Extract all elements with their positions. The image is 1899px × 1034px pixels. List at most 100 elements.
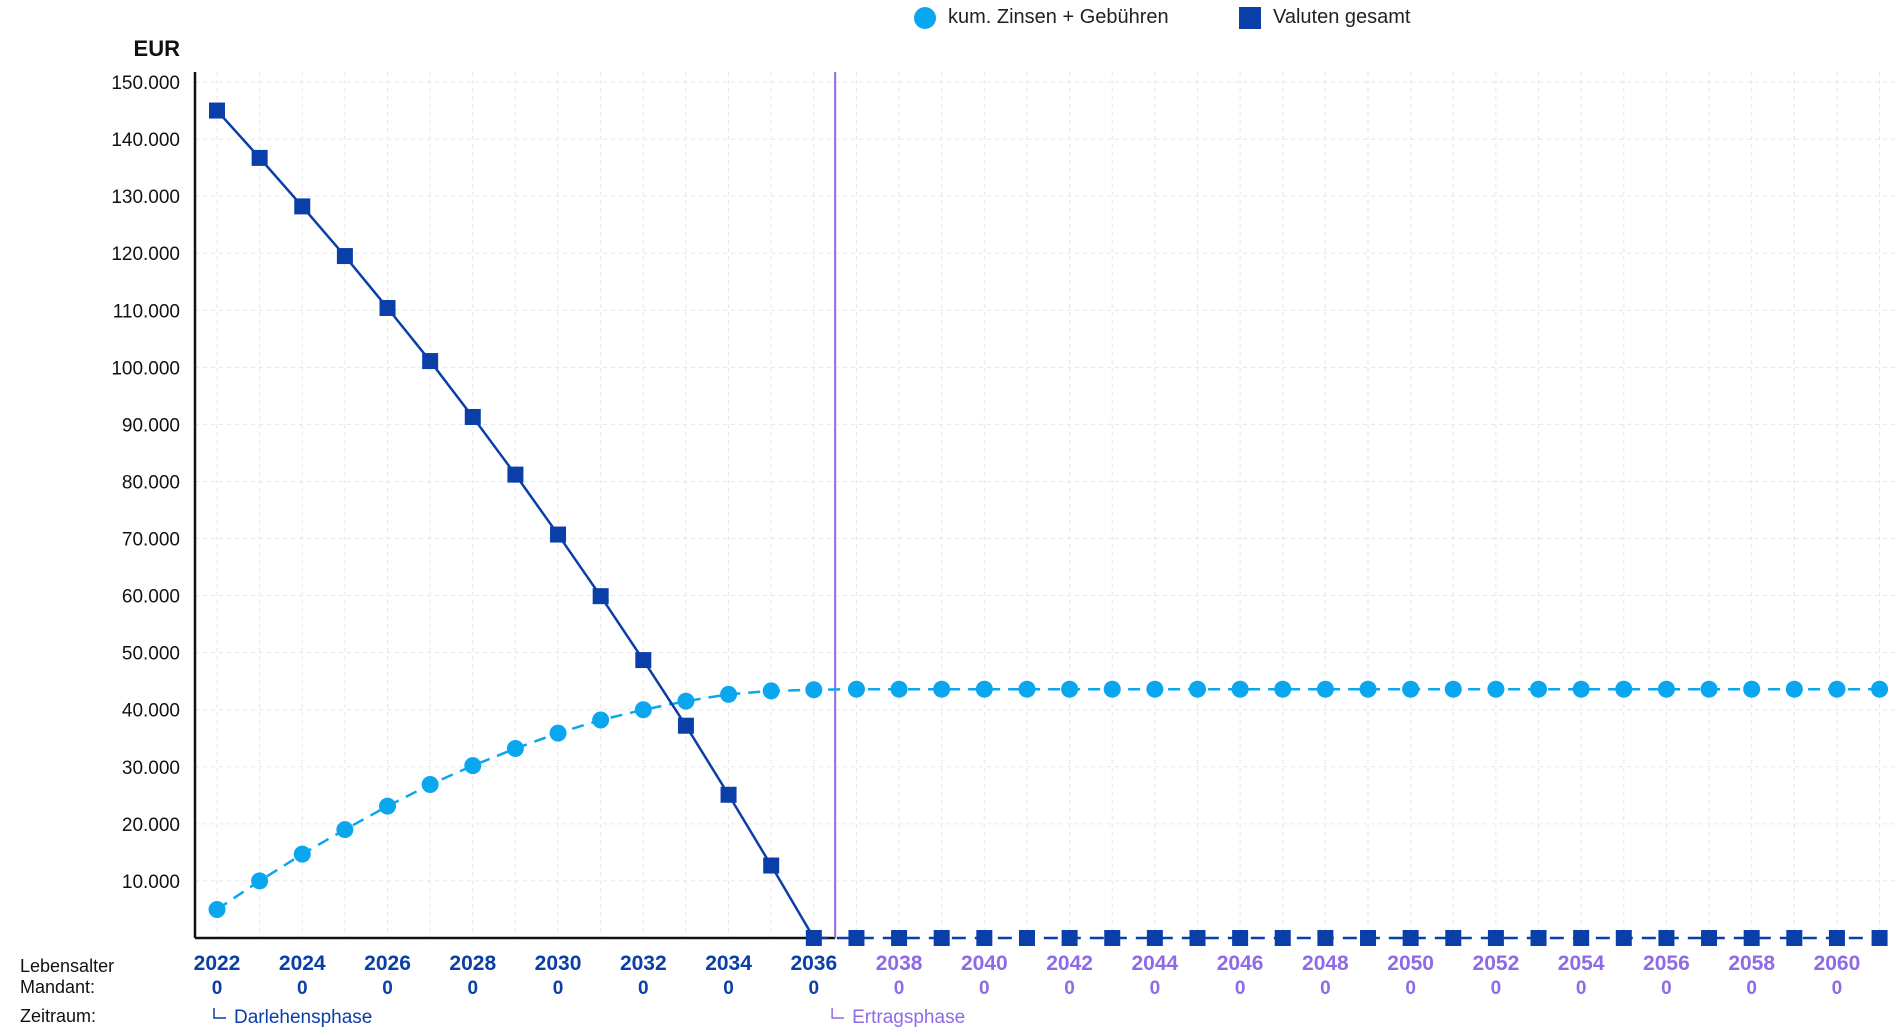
data-point-valuten [1317, 930, 1334, 946]
data-point-valuten [1701, 930, 1718, 946]
data-point-interest [1103, 680, 1121, 698]
data-point-valuten [1743, 930, 1760, 946]
data-point-interest [805, 681, 823, 699]
x-tick-label: 2046 [1217, 952, 1264, 975]
legend-item-valuten[interactable]: Valuten gesamt [1239, 6, 1411, 29]
x-tick-label: 2060 [1814, 952, 1861, 975]
data-point-valuten [848, 930, 865, 946]
x-tick-label: 2040 [961, 952, 1008, 975]
data-point-valuten [1573, 930, 1590, 946]
data-point-interest [464, 757, 482, 775]
phase-label: Ertragsphase [852, 1007, 965, 1028]
age-label: 0 [1320, 978, 1331, 999]
data-point-interest [933, 680, 951, 698]
y-tick-label: 20.000 [122, 815, 180, 836]
y-tick-label: 140.000 [111, 130, 180, 151]
phase-bracket-icon [213, 1008, 226, 1019]
data-point-valuten [251, 149, 268, 166]
data-point-interest [1061, 680, 1079, 698]
data-point-valuten [763, 857, 780, 874]
data-point-valuten [550, 526, 567, 543]
x-tick-label: 2044 [1132, 952, 1179, 975]
data-point-valuten [1445, 930, 1462, 946]
age-label: 0 [467, 978, 478, 999]
data-point-interest [1828, 680, 1846, 698]
data-point-valuten [976, 930, 993, 946]
data-point-valuten [933, 930, 950, 946]
data-point-interest [890, 680, 908, 698]
data-point-valuten [1871, 930, 1888, 946]
data-point-interest [1274, 680, 1292, 698]
data-point-interest [1743, 680, 1761, 698]
y-tick-label: 150.000 [111, 73, 180, 94]
data-point-valuten [507, 466, 524, 483]
y-axis-title: EUR [134, 36, 181, 61]
x-tick-label: 2032 [620, 952, 667, 975]
x-tick-label: 2058 [1728, 952, 1775, 975]
data-point-interest [336, 821, 354, 839]
data-point-valuten [209, 102, 225, 119]
data-point-valuten [891, 930, 908, 946]
phase-label: Darlehensphase [234, 1007, 372, 1028]
data-point-interest [762, 682, 780, 700]
data-point-valuten [677, 717, 694, 734]
data-point-valuten [1487, 930, 1504, 946]
data-point-valuten [1146, 930, 1163, 946]
data-point-interest [1359, 680, 1377, 698]
age-label: 0 [553, 978, 564, 999]
data-point-valuten [1786, 930, 1803, 946]
data-point-interest [1402, 680, 1420, 698]
data-point-valuten [1232, 930, 1249, 946]
x-tick-label: 2052 [1473, 952, 1520, 975]
data-point-valuten [635, 652, 652, 669]
data-point-interest [506, 740, 524, 758]
data-point-interest [251, 872, 269, 890]
y-tick-label: 40.000 [122, 701, 180, 722]
legend-label-valuten: Valuten gesamt [1273, 6, 1411, 28]
data-point-valuten [1530, 930, 1547, 946]
series-line-interest [216, 687, 1880, 911]
data-point-interest [1018, 680, 1036, 698]
data-point-valuten [1189, 930, 1206, 946]
data-point-interest [1871, 680, 1889, 698]
data-point-interest [1615, 680, 1633, 698]
y-tick-label: 100.000 [111, 358, 180, 379]
data-point-interest [1530, 680, 1548, 698]
age-label: 0 [297, 978, 308, 999]
x-tick-label: 2030 [535, 952, 582, 975]
y-tick-label: 80.000 [122, 472, 180, 493]
age-label: 0 [1235, 978, 1246, 999]
data-point-interest [1785, 680, 1803, 698]
row-label-period: Zeitraum: [20, 1006, 96, 1026]
data-point-interest [293, 845, 311, 863]
y-tick-label: 110.000 [113, 301, 180, 322]
data-point-valuten [1061, 930, 1078, 946]
data-point-valuten [805, 930, 822, 946]
data-point-interest [208, 900, 226, 918]
data-point-valuten [1274, 930, 1291, 946]
x-tick-label: 2034 [705, 952, 752, 975]
y-tick-label: 60.000 [122, 587, 180, 608]
x-tick-label: 2042 [1046, 952, 1093, 975]
square-marker-icon [1239, 6, 1261, 29]
age-label: 0 [1150, 978, 1161, 999]
age-label: 0 [723, 978, 734, 999]
age-label: 0 [1064, 978, 1075, 999]
x-tick-label: 2026 [364, 952, 411, 975]
data-point-interest [1700, 680, 1718, 698]
y-tick-label: 90.000 [122, 415, 180, 436]
data-point-interest [1231, 680, 1249, 698]
legend-item-interest[interactable]: kum. Zinsen + Gebühren [914, 6, 1169, 29]
data-point-valuten [1360, 930, 1377, 946]
age-label: 0 [1746, 978, 1757, 999]
x-tick-label: 2024 [279, 952, 326, 975]
y-tick-label: 10.000 [122, 872, 180, 893]
y-tick-label: 130.000 [111, 187, 180, 208]
y-tick-label: 30.000 [122, 758, 180, 779]
data-point-valuten [422, 353, 439, 370]
data-point-interest [1146, 680, 1164, 698]
data-point-interest [1572, 680, 1590, 698]
data-point-interest [634, 701, 652, 719]
data-point-interest [1316, 680, 1334, 698]
